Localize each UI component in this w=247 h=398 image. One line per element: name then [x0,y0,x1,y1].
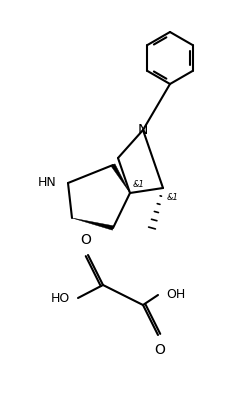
Polygon shape [111,164,130,193]
Text: HO: HO [51,291,70,304]
Text: &1: &1 [167,193,179,202]
Text: O: O [81,233,91,247]
Text: OH: OH [166,289,185,302]
Text: &1: &1 [133,180,145,189]
Text: O: O [155,343,165,357]
Text: N: N [138,123,148,137]
Text: HN: HN [37,176,56,189]
Polygon shape [72,218,114,230]
